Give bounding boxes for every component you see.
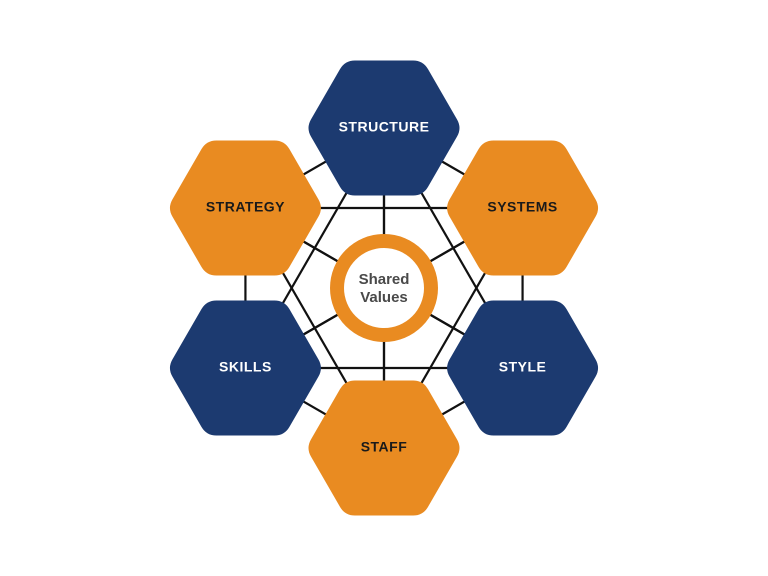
center-label-line2: Values [360, 289, 408, 306]
hex-systems: SYSTEMS [447, 140, 598, 275]
hex-label-systems: SYSTEMS [487, 199, 557, 215]
hex-label-structure: STRUCTURE [339, 119, 430, 135]
hex-style: STYLE [447, 300, 598, 435]
hex-skills: SKILLS [170, 300, 321, 435]
hex-label-style: STYLE [499, 359, 547, 375]
hex-structure: STRUCTURE [309, 60, 460, 195]
center-label-line1: Shared [359, 271, 410, 288]
center-shared-values: SharedValues [330, 234, 438, 342]
mckinsey-7s-diagram: STRUCTURE SYSTEMS STYLE STAFF SKILLS STRATEGY… [0, 0, 768, 576]
hex-staff: STAFF [309, 380, 460, 515]
hex-label-staff: STAFF [361, 439, 408, 455]
hex-label-skills: SKILLS [219, 359, 272, 375]
hex-label-strategy: STRATEGY [206, 199, 285, 215]
hex-strategy: STRATEGY [170, 140, 321, 275]
